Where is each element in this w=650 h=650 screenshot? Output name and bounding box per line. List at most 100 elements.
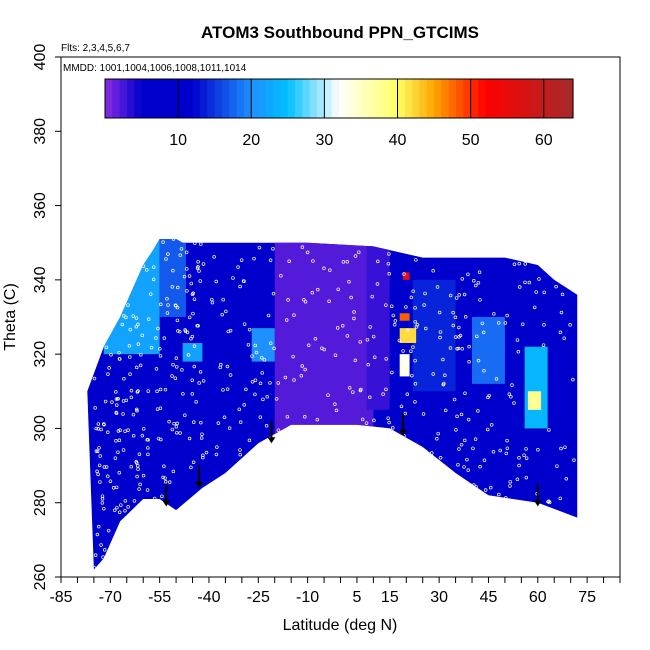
sample-point [466,417,471,422]
colorbar-segment [251,79,260,118]
sample-point [201,262,206,266]
sample-point [386,416,390,420]
dates-label: MMDD: 1001,1004,1006,1008,1011,1014 [63,63,247,74]
sample-point [515,338,520,342]
sample-point [199,420,203,425]
sample-point [236,265,240,269]
colorbar-tick-label: 40 [389,132,407,149]
colorbar-segment [258,79,267,118]
sample-point [421,412,426,416]
sample-point [404,305,408,309]
colorbar-segment [426,79,435,118]
sample-point [457,293,461,297]
colorbar-segment [477,79,486,118]
sample-point [534,290,538,294]
sample-point [521,322,525,326]
sample-point [185,289,189,293]
sample-point [462,465,466,469]
sample-point [136,342,141,346]
sample-point [517,261,521,266]
sample-point [175,421,179,426]
sample-point [214,452,219,457]
sample-point [181,392,185,396]
sample-point [547,499,551,503]
sample-point [387,252,391,256]
sample-point [210,300,215,305]
sample-point [178,253,183,257]
colorbar-segment [200,79,208,118]
sample-point [146,317,151,321]
sample-point [527,280,532,285]
sample-point [128,327,133,332]
sample-point [192,364,197,369]
sample-point [135,390,140,394]
sample-point [175,430,179,435]
sample-point [187,315,192,320]
sample-point [397,338,402,343]
sample-point [291,354,295,359]
sample-point [197,381,201,385]
sample-point [375,282,380,286]
colorbar-segment [360,79,369,118]
sample-point [171,469,176,474]
sample-point [180,368,184,372]
sample-point [106,528,111,533]
sample-point [476,280,481,285]
sample-point [117,470,122,475]
sample-point [122,377,126,381]
sample-point [134,407,139,412]
sample-point [114,410,119,415]
sample-point [225,387,230,391]
sample-point [176,329,180,333]
sample-point [163,387,168,392]
sample-point [238,452,242,457]
sample-point [156,326,160,331]
sample-point [123,429,127,433]
sample-point [160,494,164,499]
colorbar-segment [214,79,223,118]
sample-point [315,417,320,422]
sample-point [413,358,417,363]
sample-point [505,446,510,451]
sample-point [104,345,109,350]
sample-point [115,505,119,510]
colorbar-segment [412,79,421,118]
sample-point [196,324,200,328]
sample-point [554,284,558,289]
sample-point [114,439,118,443]
sample-point [268,381,272,385]
sample-point [189,281,194,286]
sample-point [190,334,195,339]
colorbar-segment [317,79,325,118]
sample-point [384,387,388,392]
sample-point [352,316,356,321]
sample-point [97,446,101,450]
sample-point [166,303,170,307]
sample-point [372,418,376,423]
sample-point [349,295,353,300]
sample-point [345,334,350,338]
sample-point [522,453,526,457]
sample-point [292,313,296,317]
sample-point [228,328,233,333]
sample-point [119,503,123,507]
sample-point [481,330,486,335]
sample-point [299,374,304,378]
sample-point [198,370,203,374]
sample-point [109,353,113,357]
sample-point [524,447,528,451]
sample-point [462,438,467,443]
sample-point [478,298,482,302]
sample-point [110,400,114,404]
sample-point [466,272,470,277]
sample-point [572,458,576,462]
sample-point [224,309,228,314]
x-tick-label: -85 [49,589,72,606]
sample-point [260,371,264,375]
sample-point [131,412,136,417]
sample-point [474,283,478,288]
sample-point [201,453,205,458]
sample-point [452,397,457,402]
sample-point [158,406,163,411]
sample-point [386,261,391,266]
